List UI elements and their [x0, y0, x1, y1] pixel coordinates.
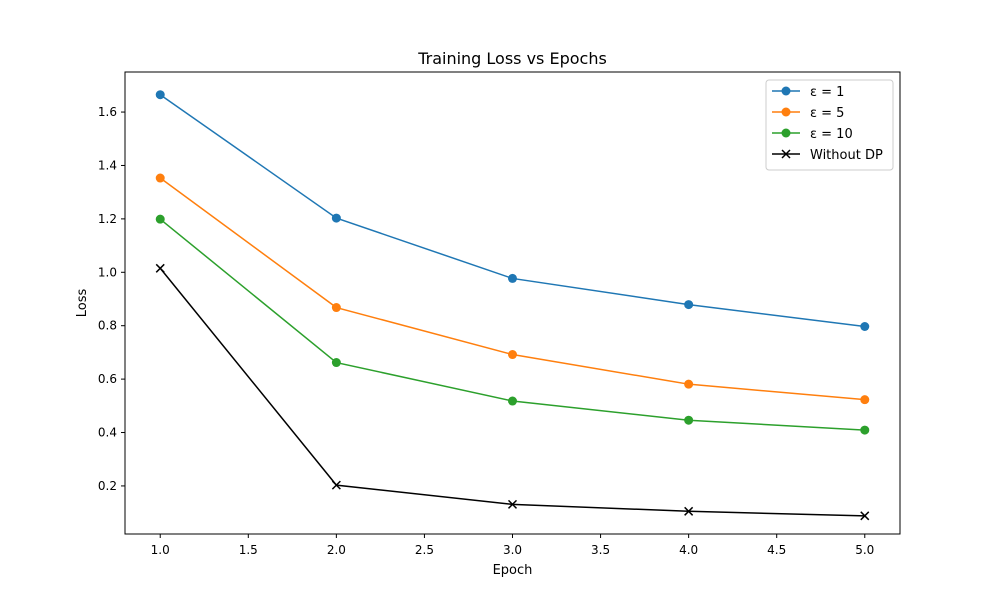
y-tick-label: 1.2: [98, 212, 117, 226]
data-point: [155, 90, 165, 100]
x-tick-label: 4.0: [679, 543, 698, 557]
y-tick-label: 0.8: [98, 319, 117, 333]
series-3: [155, 263, 870, 521]
x-tick-label: 2.5: [415, 543, 434, 557]
data-point: [331, 480, 341, 490]
data-point: [331, 213, 341, 223]
data-point: [860, 425, 870, 435]
data-point: [155, 214, 165, 224]
series-1: [155, 173, 870, 405]
legend-marker: [781, 86, 791, 96]
series-line: [159, 177, 865, 401]
plot-area: [155, 90, 870, 521]
legend-marker: [781, 128, 791, 138]
x-axis: 1.0 1.5 2.0 2.5 3.0 3.5 4.0 4.5 5.0: [151, 534, 874, 557]
x-tick-label: 5.0: [855, 543, 874, 557]
x-tick-label: 1.0: [151, 543, 170, 557]
legend-label: Without DP: [810, 148, 883, 163]
legend-item: ε = 1: [772, 85, 844, 100]
y-axis: 0.2 0.4 0.6 0.8 1.0 1.2 1.4 1.6: [98, 105, 125, 493]
y-tick-label: 1.6: [98, 105, 117, 119]
data-point: [331, 303, 341, 313]
legend-marker: [781, 107, 791, 117]
x-tick-label: 3.5: [591, 543, 610, 557]
y-tick-label: 1.0: [98, 265, 117, 279]
x-tick-label: 3.0: [503, 543, 522, 557]
y-tick-label: 0.6: [98, 372, 117, 386]
data-point: [860, 322, 870, 332]
data-point: [684, 300, 694, 310]
data-point: [155, 173, 165, 183]
series-line: [159, 94, 865, 328]
legend-label: ε = 5: [810, 106, 844, 121]
legend-item: ε = 10: [772, 127, 853, 142]
x-tick-label: 4.5: [767, 543, 786, 557]
x-axis-label: Epoch: [493, 563, 533, 578]
data-point: [860, 395, 870, 405]
data-point: [684, 506, 694, 516]
data-point: [860, 511, 870, 521]
legend-box: [765, 79, 894, 171]
data-point: [684, 415, 694, 425]
data-point: [684, 379, 694, 389]
legend: ε = 1 ε = 5 ε = 10 Without DP: [765, 79, 894, 171]
series-2: [155, 214, 870, 435]
data-point: [508, 273, 517, 283]
y-tick-label: 1.4: [98, 158, 117, 172]
series-0: [155, 90, 870, 332]
data-point: [507, 499, 518, 509]
legend-item: Without DP: [772, 148, 883, 163]
data-point: [331, 358, 341, 368]
legend-label: ε = 10: [810, 127, 853, 142]
x-tick-label: 2.0: [327, 543, 346, 557]
y-tick-label: 0.2: [98, 479, 117, 493]
legend-label: ε = 1: [810, 85, 844, 100]
legend-item: ε = 5: [772, 106, 844, 121]
y-axis-label: Loss: [75, 289, 90, 318]
data-point: [508, 350, 517, 360]
data-point: [508, 396, 517, 406]
y-tick-label: 0.4: [98, 426, 117, 440]
x-tick-label: 1.5: [239, 543, 258, 557]
legend-marker: [781, 149, 791, 159]
data-point: [155, 263, 165, 273]
chart-title: Training Loss vs Epochs: [417, 49, 607, 68]
